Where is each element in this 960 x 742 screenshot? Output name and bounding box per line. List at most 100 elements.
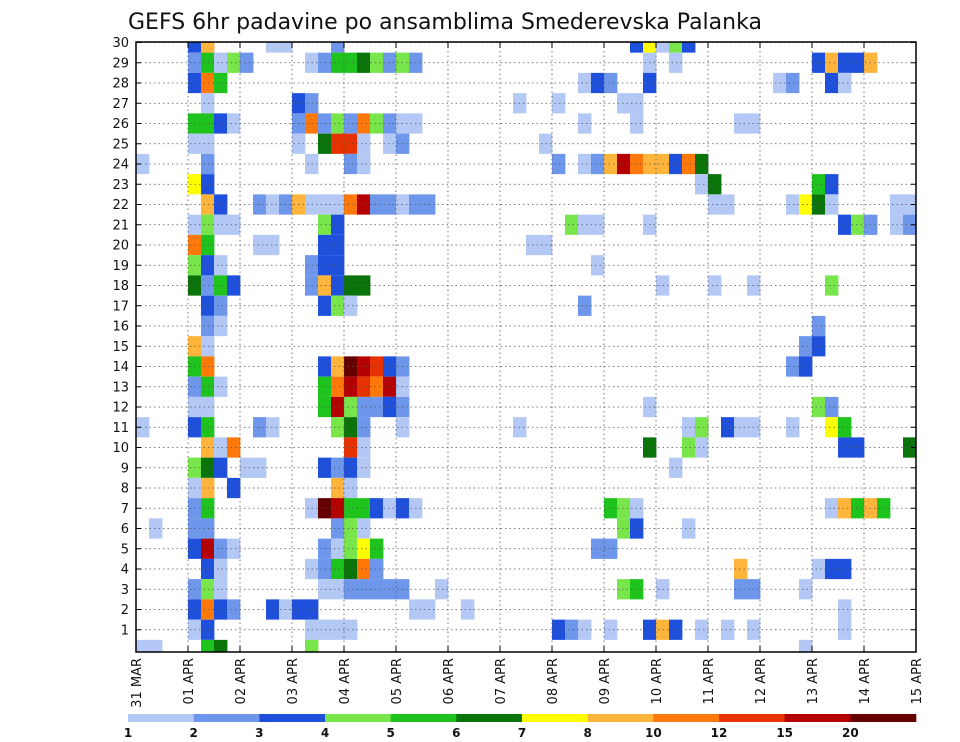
heatmap-cell	[201, 315, 215, 337]
heatmap-cell	[383, 52, 397, 73]
heatmap-cell	[344, 417, 358, 438]
heatmap-cell	[201, 295, 215, 316]
heatmap-cell	[370, 113, 384, 134]
colorbar-tick-label: 1	[124, 726, 132, 740]
heatmap-cell	[370, 558, 384, 580]
heatmap-cell	[357, 194, 371, 215]
heatmap-cell	[240, 52, 254, 73]
heatmap-cell	[266, 42, 280, 53]
heatmap-cell	[695, 619, 709, 640]
heatmap-cell	[344, 477, 358, 499]
heatmap-cell	[344, 356, 358, 377]
plot-frame	[135, 41, 917, 653]
heatmap-cell	[812, 315, 826, 337]
heatmap-cell	[214, 275, 228, 296]
x-tick-label: 01 APR	[182, 658, 197, 704]
y-tick-label: 26	[112, 117, 129, 132]
heatmap-cell	[799, 336, 813, 357]
heatmap-cell	[227, 214, 241, 235]
heatmap-cell	[266, 234, 280, 256]
heatmap-cell	[682, 417, 696, 438]
heatmap-cell	[799, 194, 813, 215]
heatmap-cell	[669, 42, 683, 53]
heatmap-cell	[344, 153, 358, 175]
y-tick-label: 19	[112, 259, 129, 274]
x-tick-label: 05 APR	[390, 658, 405, 704]
heatmap-cell	[136, 417, 150, 438]
heatmap-cell	[838, 558, 852, 580]
heatmap-cell	[227, 52, 241, 73]
heatmap-cell	[201, 619, 215, 640]
heatmap-cell	[331, 518, 345, 539]
colorbar-swatch	[522, 714, 588, 722]
heatmap-cell	[227, 538, 241, 559]
heatmap-cell	[812, 336, 826, 357]
heatmap-cell	[552, 153, 566, 175]
x-tick-label: 12 APR	[754, 658, 769, 704]
heatmap-cell	[214, 315, 228, 337]
heatmap-cell	[331, 113, 345, 134]
heatmap-cell	[240, 457, 254, 478]
y-tick-label: 2	[121, 603, 129, 618]
heatmap-cell	[201, 437, 215, 458]
heatmap-cell	[318, 113, 332, 134]
heatmap-cell	[227, 437, 241, 458]
colorbar-tick-label: 20	[842, 726, 859, 740]
heatmap-cell	[383, 133, 397, 154]
heatmap-cell	[383, 113, 397, 134]
heatmap-cell	[357, 417, 371, 438]
heatmap-cell	[357, 396, 371, 418]
heatmap-cell	[318, 234, 332, 256]
heatmap-cell	[201, 214, 215, 235]
heatmap-cell	[331, 234, 345, 256]
heatmap-cell	[344, 376, 358, 397]
heatmap-cell	[201, 356, 215, 377]
heatmap-cell	[201, 579, 215, 600]
heatmap-cell	[344, 113, 358, 134]
heatmap-cell	[266, 417, 280, 438]
heatmap-cell	[903, 214, 917, 235]
heatmap-cell	[695, 417, 709, 438]
heatmap-cell	[357, 376, 371, 397]
colorbar-tick-label: 15	[776, 726, 793, 740]
heatmap-cell	[721, 417, 735, 438]
heatmap-cell	[344, 619, 358, 640]
heatmap-cell	[318, 52, 332, 73]
heatmap-cell	[201, 457, 215, 478]
heatmap-cell	[318, 376, 332, 397]
heatmap-cell	[201, 538, 215, 559]
heatmap-cell	[344, 52, 358, 73]
heatmap-cell	[435, 579, 449, 600]
heatmap-cell	[682, 42, 696, 53]
heatmap-cell	[201, 194, 215, 215]
heatmap-cell	[305, 639, 319, 653]
heatmap-cell	[838, 498, 852, 519]
heatmap-cell	[825, 194, 839, 215]
heatmap-cell	[331, 133, 345, 154]
heatmap-cell	[201, 93, 215, 114]
heatmap-cell	[669, 153, 683, 175]
heatmap-cell	[682, 518, 696, 539]
heatmap-cell	[708, 194, 722, 215]
y-tick-label: 14	[112, 360, 129, 375]
heatmap-cell	[344, 558, 358, 580]
y-tick-label: 5	[121, 542, 129, 557]
heatmap-cell	[279, 42, 293, 53]
heatmap-cell	[318, 396, 332, 418]
heatmap-cell	[357, 275, 371, 296]
heatmap-cell	[383, 396, 397, 418]
heatmap-cell	[838, 417, 852, 438]
heatmap-cell	[370, 538, 384, 559]
heatmap-cell	[227, 599, 241, 620]
heatmap-cell	[344, 518, 358, 539]
y-tick-label: 8	[121, 482, 129, 497]
heatmap-cell	[695, 174, 709, 195]
y-tick-label: 28	[112, 77, 129, 92]
heatmap-cell	[383, 376, 397, 397]
heatmap-cell	[357, 52, 371, 73]
heatmap-cell	[357, 538, 371, 559]
colorbar-tick-label: 6	[452, 726, 460, 740]
heatmap-cell	[201, 376, 215, 397]
x-tick-label: 13 APR	[806, 658, 821, 704]
heatmap-cell	[461, 599, 475, 620]
